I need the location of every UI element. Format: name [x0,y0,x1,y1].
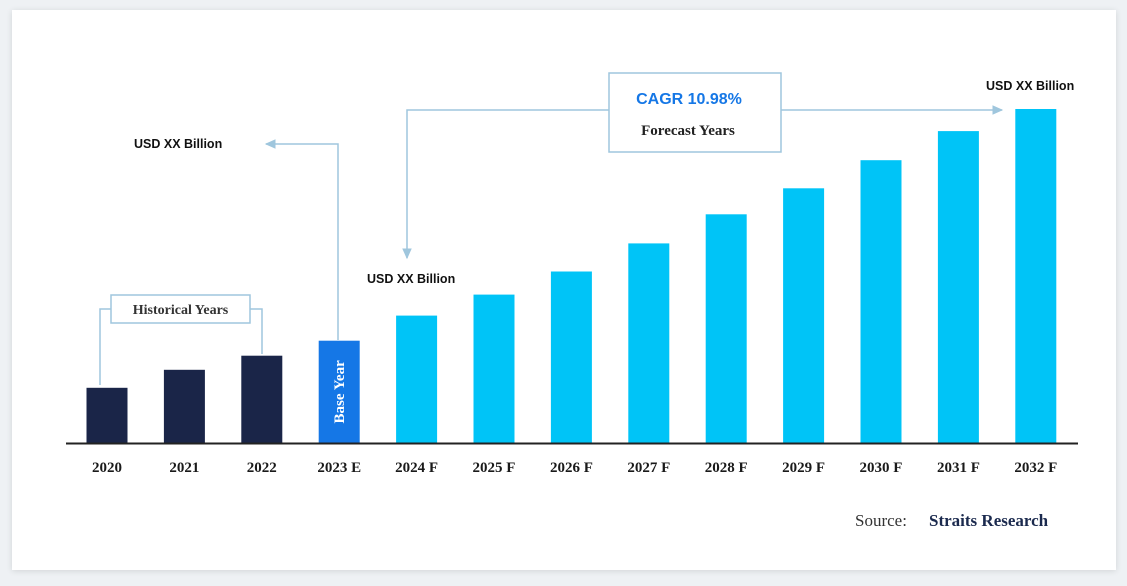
bar-2025-f [473,294,515,443]
cagr-value: CAGR 10.98% [636,91,742,108]
chart-card: Base Year 2020 2021 2022 2023 E 2024 F 2025 F… [12,10,1116,570]
x-tick-label: 2030 F [860,460,903,476]
x-tick-label: 2026 F [550,460,593,476]
x-tick-label: 2029 F [782,460,825,476]
base-year-connector [264,139,339,340]
forecast-years-label: Forecast Years [641,123,735,139]
usd-label-end: USD XX Billion [986,79,1074,93]
usd-label-start: USD XX Billion [134,137,222,151]
forecast-connector-left [402,109,609,260]
bar-2024-f [396,315,438,443]
bars-layer: Base Year [86,109,1057,443]
bar-2020 [86,387,128,443]
historical-years-box [110,294,251,324]
bar-2022 [241,355,283,443]
bar-2031-f [937,131,979,443]
source-name: Straits Research [929,511,1049,530]
x-tick-label: 2031 F [937,460,980,476]
x-tick-label: 2020 [92,460,122,476]
bar-2032-f [1015,109,1057,443]
cagr-box [608,72,782,153]
source-prefix: Source: [855,511,907,530]
usd-label-mid: USD XX Billion [367,272,455,286]
bar-2021 [163,369,205,443]
x-tick-label: 2025 F [473,460,516,476]
x-tick-label: 2024 F [395,460,438,476]
x-tick-labels: 2020 2021 2022 2023 E 2024 F 2025 F 2026 F 2027… [92,460,1057,476]
x-tick-label: 2027 F [627,460,670,476]
bar-2030-f [860,160,902,443]
bar-2029-f [783,188,825,443]
market-bar-chart: Base Year 2020 2021 2022 2023 E 2024 F 2025 F… [66,72,1078,530]
historical-bracket: Historical Years [99,294,263,385]
x-tick-label: 2028 F [705,460,748,476]
bar-2027-f [628,243,670,443]
bar-2023-e [318,340,360,443]
historical-years-label: Historical Years [133,303,229,318]
x-tick-label: 2032 F [1014,460,1057,476]
x-tick-label: 2021 [169,460,199,476]
x-tick-label: 2023 E [317,460,361,476]
bar-2026-f [550,271,592,443]
bar-2028-f [705,214,747,443]
x-tick-label: 2022 [247,460,277,476]
base-year-label: Base Year [332,360,348,424]
